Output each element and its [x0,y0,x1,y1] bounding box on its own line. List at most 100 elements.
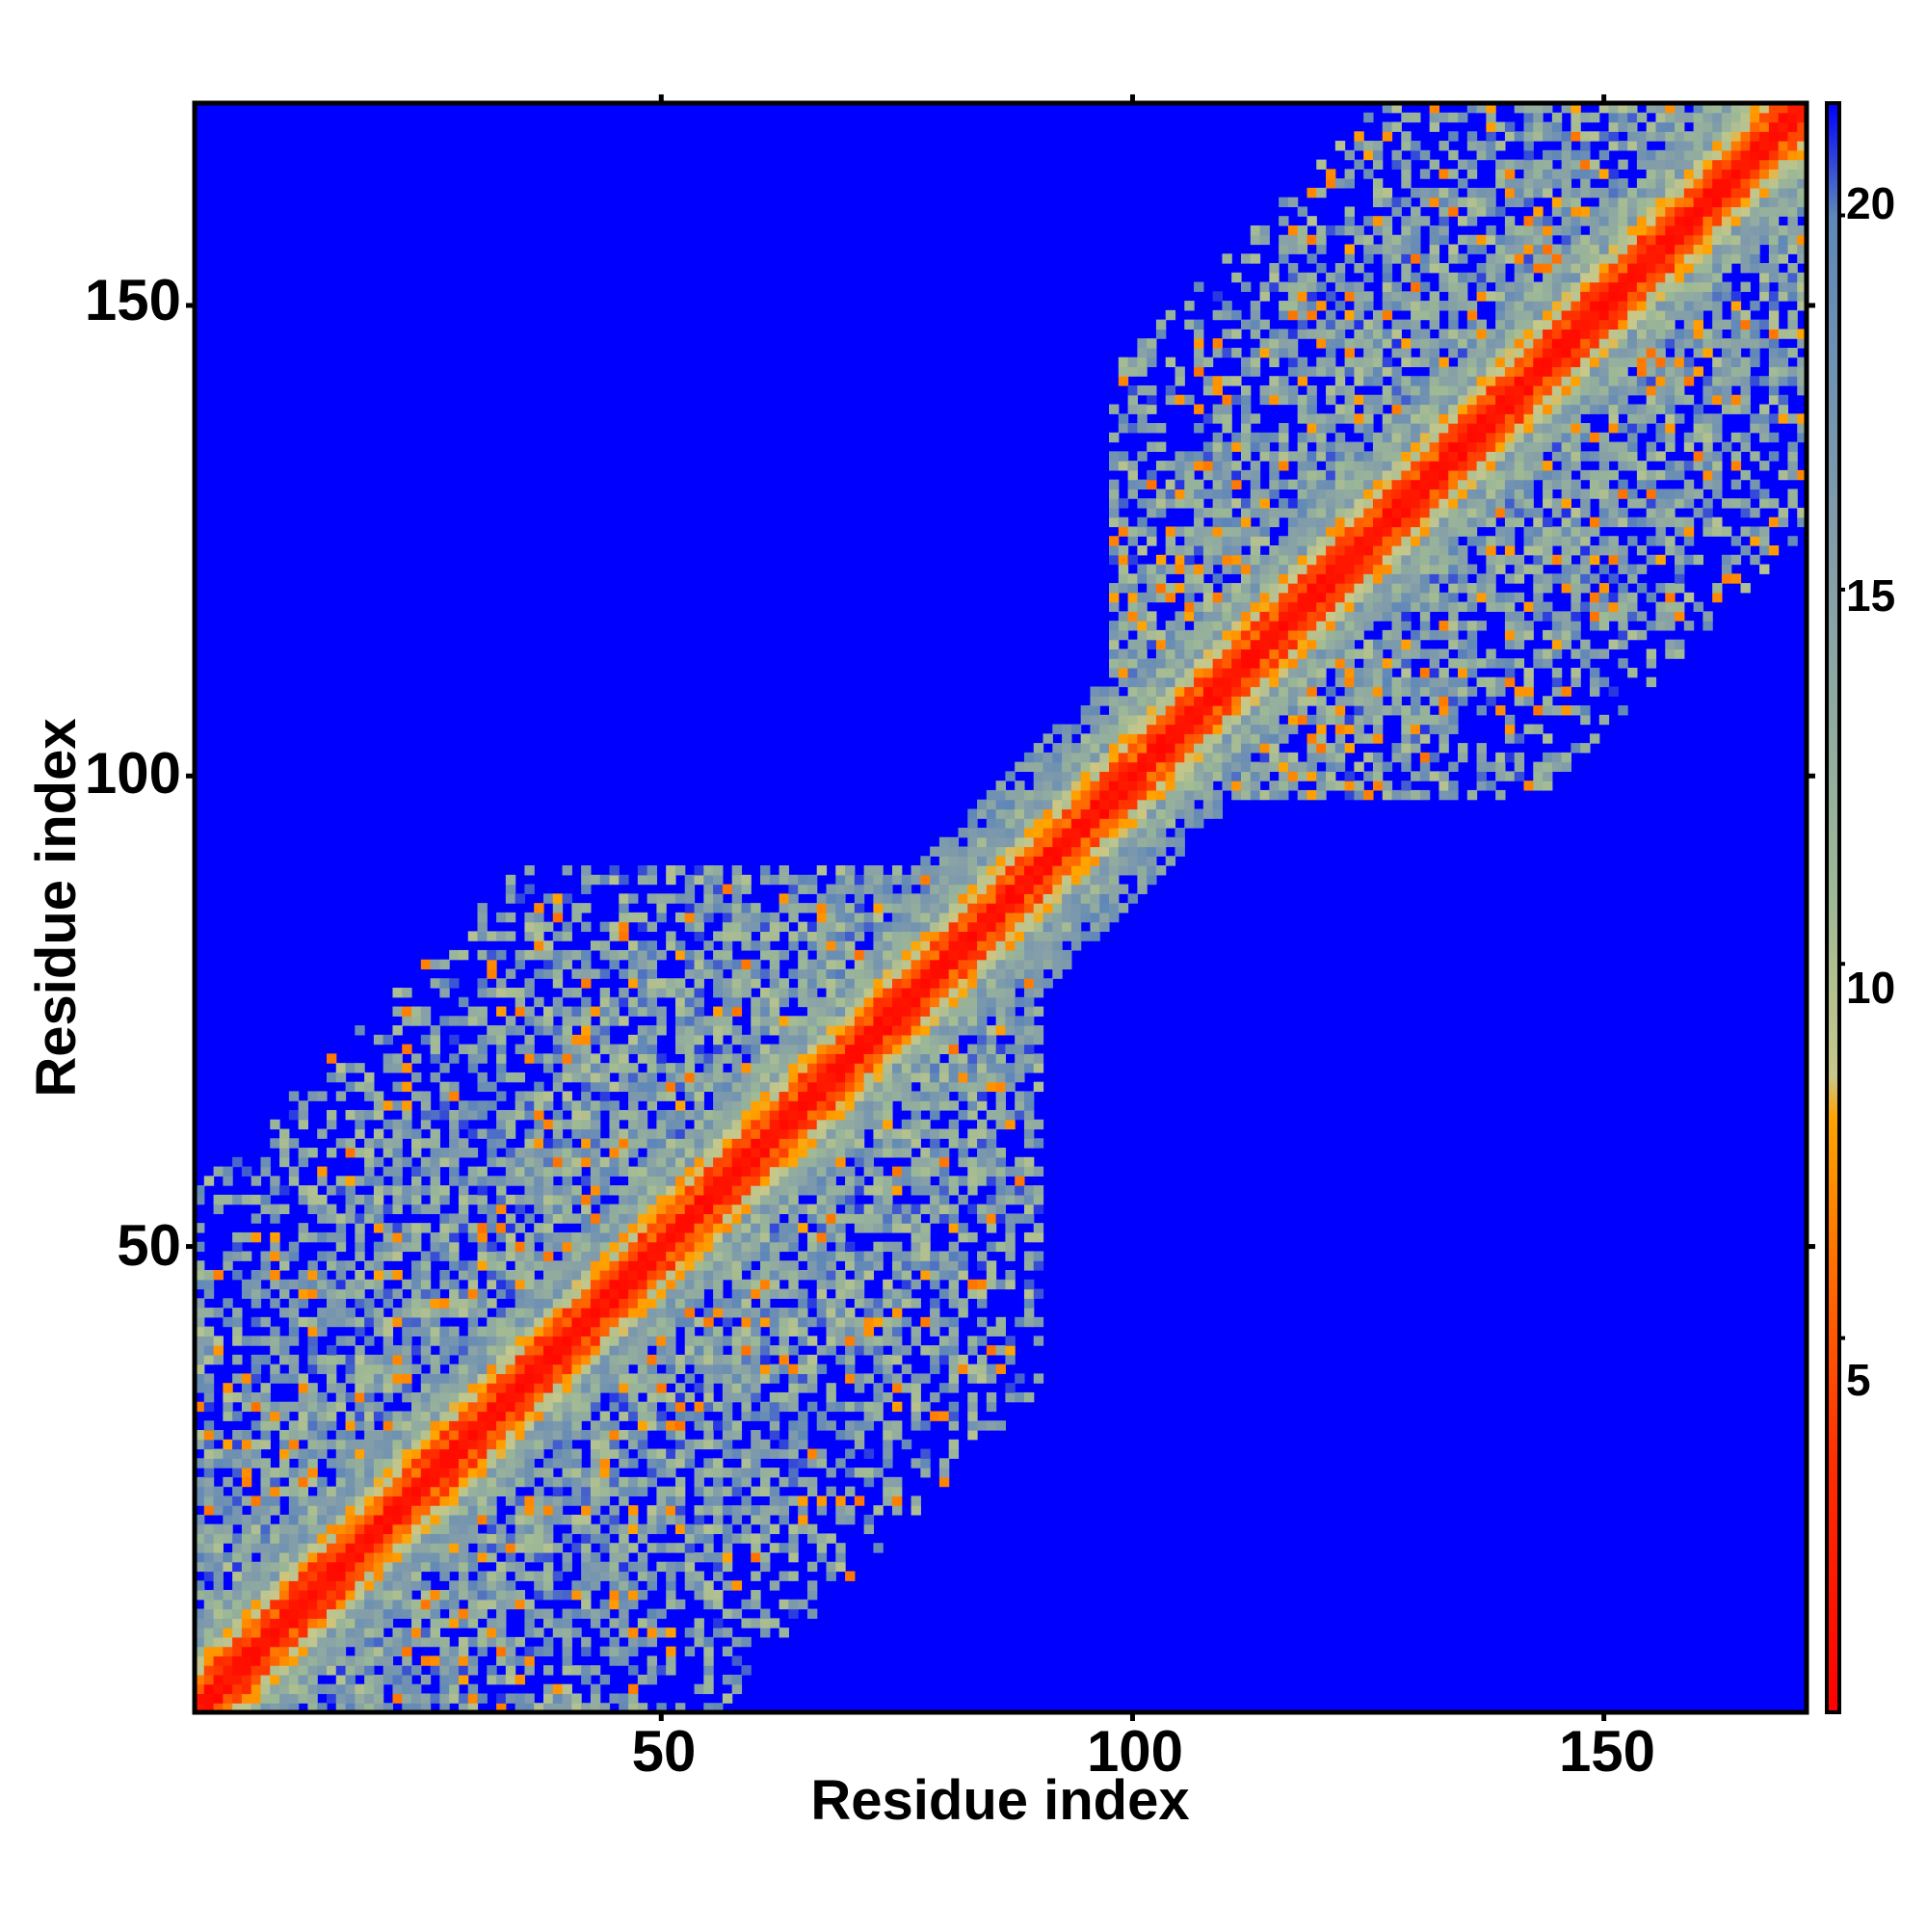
heatmap-cell [816,940,828,951]
heatmap-cell [647,1100,657,1111]
heatmap-cell [279,1618,290,1628]
heatmap-cell [713,1213,724,1224]
heatmap-cell [590,1363,601,1375]
heatmap-cell [345,1618,356,1628]
heatmap-cell [449,1363,460,1375]
heatmap-cell [534,1608,544,1619]
heatmap-cell [355,1561,365,1573]
heatmap-cell [364,1533,375,1544]
heatmap-cell [392,1523,403,1535]
heatmap-cell [779,1156,789,1168]
heatmap-cell [307,1599,318,1610]
heatmap-cell [279,1279,290,1290]
heatmap-cell [1023,808,1035,819]
heatmap-cell [515,1476,526,1488]
heatmap-cell [873,1185,884,1196]
heatmap-cell [977,1072,988,1083]
heatmap-cell [741,912,752,923]
heatmap-cell [647,1148,657,1158]
heatmap-cell [524,1608,535,1619]
heatmap-cell [826,1166,836,1177]
heatmap-cell [335,1383,347,1393]
heatmap-cell [355,1703,365,1713]
heatmap-cell [241,1636,252,1648]
heatmap-cell [713,1025,724,1036]
heatmap-cell [355,1505,365,1516]
heatmap-cell [637,1551,648,1563]
heatmap-cell [288,1401,300,1413]
heatmap-cell [581,1109,592,1121]
heatmap-cell [467,1655,479,1666]
heatmap-cell [863,865,875,876]
heatmap-cell [779,1081,789,1093]
heatmap-cell [722,1260,733,1271]
heatmap-cell [355,1439,365,1450]
heatmap-cell [806,1166,818,1177]
heatmap-cell [411,1166,422,1177]
heatmap-cell [637,1091,648,1101]
heatmap-cell [684,1006,696,1017]
heatmap-cell [487,1665,497,1676]
heatmap-cell [364,1636,375,1648]
heatmap-cell [411,1618,422,1628]
heatmap-cell [741,1345,752,1356]
heatmap-cell [948,1401,960,1413]
heatmap-cell [307,1543,318,1553]
heatmap-cell [703,1109,714,1121]
heatmap-cell [524,1628,535,1638]
heatmap-cell [995,940,1006,951]
heatmap-cell [769,1308,780,1318]
heatmap-cell [609,1693,620,1704]
heatmap-cell [674,1176,686,1186]
heatmap-cell [637,1185,648,1196]
heatmap-cell [751,1128,761,1139]
heatmap-cell [599,1231,611,1243]
heatmap-cell [637,1383,648,1393]
heatmap-cell [571,968,582,979]
heatmap-cell [524,1514,535,1525]
heatmap-cell [298,1269,308,1281]
heatmap-cell [562,1628,572,1638]
heatmap-cell [552,1618,564,1628]
heatmap-cell [496,1693,507,1704]
heatmap-cell [891,1016,903,1026]
heatmap-cell [505,1533,516,1544]
heatmap-cell [562,959,572,970]
heatmap-cell [948,874,960,886]
heatmap-cell [806,1119,818,1130]
heatmap-cell [779,1016,789,1026]
heatmap-cell [581,1391,592,1403]
heatmap-cell [439,1505,450,1516]
heatmap-cell [938,1063,950,1073]
heatmap-cell [223,1401,233,1413]
heatmap-cell [373,1439,384,1450]
heatmap-cell [392,1628,403,1638]
heatmap-cell [524,1401,535,1413]
heatmap-cell [938,903,950,913]
heatmap-cell [760,1354,771,1365]
heatmap-cell [223,1316,233,1328]
heatmap-cell [402,1495,412,1506]
heatmap-cell [326,1109,337,1121]
heatmap-cell [213,1580,224,1591]
heatmap-cell [854,1213,865,1224]
heatmap-cell [373,1599,384,1610]
heatmap-cell [534,1053,544,1064]
heatmap-cell [666,1260,676,1271]
heatmap-cell [986,818,997,829]
heatmap-cell [779,1128,789,1139]
heatmap-cell [637,988,648,998]
heatmap-cell [223,1514,233,1525]
heatmap-cell [439,1514,450,1525]
heatmap-cell [806,903,818,913]
heatmap-cell [741,940,752,951]
heatmap-cell [505,1194,516,1205]
heatmap-cell [986,1213,997,1224]
heatmap-cell [590,1326,601,1337]
heatmap-cell [1005,1251,1016,1261]
heatmap-cell [542,1223,554,1233]
heatmap-cell [505,1166,516,1177]
heatmap-cell [364,1308,375,1318]
heatmap-cell [439,1430,450,1441]
heatmap-cell [496,1636,507,1648]
